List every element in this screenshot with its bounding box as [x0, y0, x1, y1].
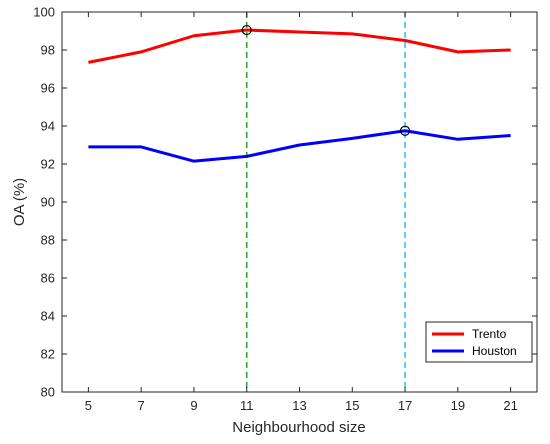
series-layer [88, 28, 511, 163]
y-tick-label-90: 90 [41, 195, 55, 210]
series-line-houston [88, 129, 511, 163]
legend-label-houston: Houston [472, 344, 517, 358]
y-axis-title: OA (%) [11, 178, 28, 226]
legend-box [425, 321, 533, 363]
x-tick-label-11: 11 [240, 398, 254, 413]
y-tick-label-88: 88 [41, 233, 55, 248]
legend: Trento Houston [425, 321, 533, 363]
x-axis: 5 7 9 11 13 15 17 19 21 [85, 12, 518, 413]
marker-layer [241, 24, 411, 136]
x-axis-title: Neighbourhood size [232, 419, 365, 436]
y-tick-label-82: 82 [41, 347, 55, 362]
y-tick-label-100: 100 [33, 5, 55, 20]
y-tick-label-96: 96 [41, 81, 55, 96]
legend-label-trento: Trento [472, 327, 507, 341]
x-tick-label-15: 15 [345, 398, 359, 413]
y-tick-label-86: 86 [41, 271, 55, 286]
x-tick-label-9: 9 [190, 398, 197, 413]
marker-trento-11 [241, 24, 252, 36]
y-tick-label-92: 92 [41, 157, 55, 172]
x-tick-label-13: 13 [292, 398, 306, 413]
series-line-trento [88, 28, 511, 64]
x-tick-label-19: 19 [451, 398, 465, 413]
x-tick-label-7: 7 [138, 398, 145, 413]
y-tick-label-80: 80 [41, 385, 55, 400]
y-tick-label-84: 84 [41, 309, 55, 324]
x-tick-label-21: 21 [503, 398, 517, 413]
y-axis: 80 82 84 86 88 90 92 94 96 98 100 [33, 5, 537, 400]
y-tick-label-98: 98 [41, 43, 55, 58]
x-tick-label-17: 17 [398, 398, 412, 413]
marker-houston-17 [399, 125, 411, 136]
y-tick-label-94: 94 [41, 119, 55, 134]
reference-lines [245, 12, 406, 392]
x-tick-label-5: 5 [85, 398, 92, 413]
